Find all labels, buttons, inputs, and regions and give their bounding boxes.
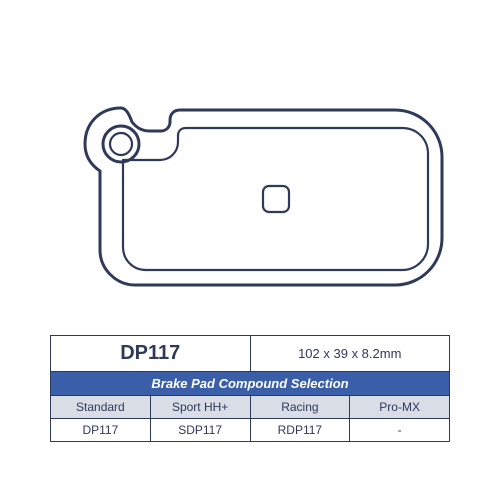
col-header: Sport HH+ bbox=[150, 396, 250, 419]
band-label: Brake Pad Compound Selection bbox=[51, 372, 450, 396]
table-row: DP117 SDP117 RDP117 - bbox=[51, 419, 450, 442]
brake-pad-svg bbox=[50, 100, 450, 300]
col-header: Racing bbox=[250, 396, 350, 419]
table-row: Standard Sport HH+ Racing Pro-MX bbox=[51, 396, 450, 419]
value-cell: - bbox=[350, 419, 450, 442]
page: DP117 102 x 39 x 8.2mm Brake Pad Compoun… bbox=[0, 0, 500, 500]
brake-pad-diagram bbox=[50, 100, 450, 300]
col-header: Standard bbox=[51, 396, 151, 419]
table-row: Brake Pad Compound Selection bbox=[51, 372, 450, 396]
spec-table: DP117 102 x 39 x 8.2mm Brake Pad Compoun… bbox=[50, 335, 450, 442]
spec-table-area: DP117 102 x 39 x 8.2mm Brake Pad Compoun… bbox=[50, 335, 450, 442]
table-row: DP117 102 x 39 x 8.2mm bbox=[51, 336, 450, 372]
value-cell: DP117 bbox=[51, 419, 151, 442]
value-cell: RDP117 bbox=[250, 419, 350, 442]
value-cell: SDP117 bbox=[150, 419, 250, 442]
col-header: Pro-MX bbox=[350, 396, 450, 419]
part-number-cell: DP117 bbox=[51, 336, 251, 372]
dimensions-cell: 102 x 39 x 8.2mm bbox=[250, 336, 450, 372]
